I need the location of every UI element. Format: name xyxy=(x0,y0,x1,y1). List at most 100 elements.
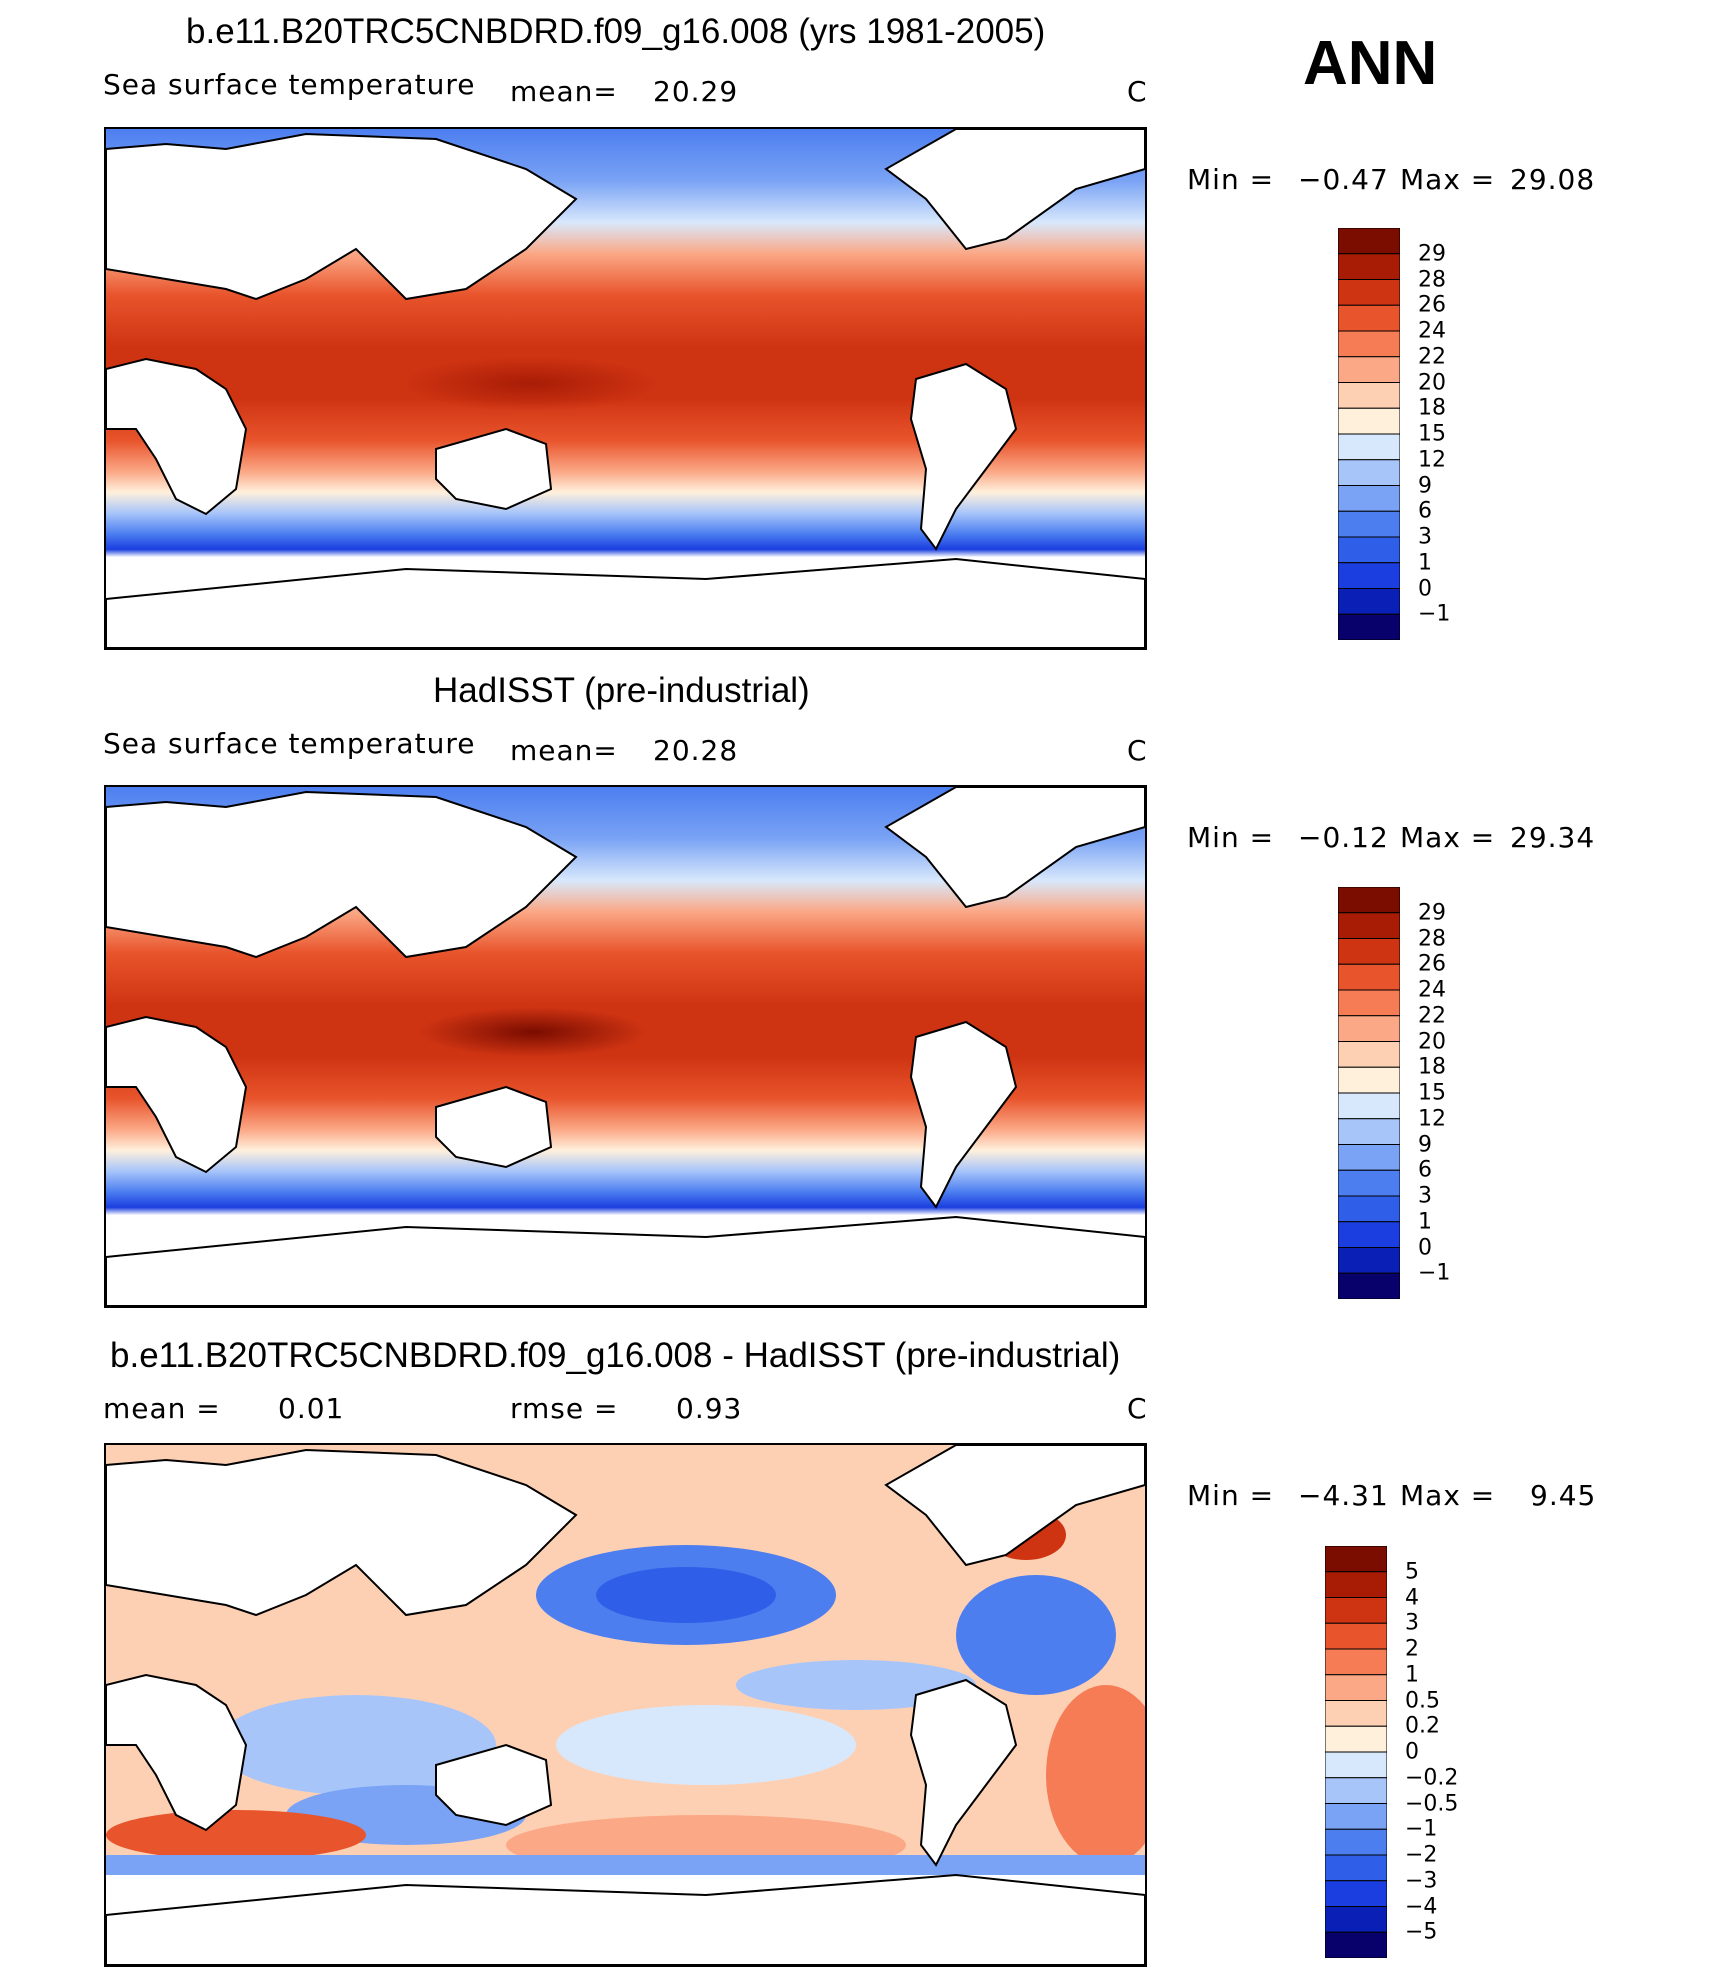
panel-3-rmse-label: rmse = xyxy=(510,1392,619,1425)
colorbar-tick-label: −1 xyxy=(1418,1260,1451,1286)
panel-1-title: b.e11.B20TRC5CNBDRD.f09_g16.008 (yrs 198… xyxy=(186,12,1046,51)
colorbar-swatch xyxy=(1324,1906,1388,1933)
colorbar-swatch xyxy=(1324,1571,1388,1598)
colorbar-swatch xyxy=(1337,1118,1401,1145)
colorbar-tick-label: 4 xyxy=(1405,1585,1419,1610)
colorbar-swatch xyxy=(1337,1092,1401,1120)
panel-1-warm-pool xyxy=(296,334,816,444)
colorbar-tick-label: 1 xyxy=(1418,550,1432,576)
colorbar-swatch xyxy=(1337,613,1401,641)
colorbar-swatch xyxy=(1337,963,1401,991)
panel-2-mean-value: 20.28 xyxy=(653,734,739,767)
colorbar-tick-label: −0.5 xyxy=(1405,1791,1459,1816)
colorbar-tick-label: 28 xyxy=(1418,926,1446,951)
colorbar-tick-label: 6 xyxy=(1418,1157,1432,1183)
colorbar-swatch xyxy=(1337,1247,1401,1274)
colorbar-swatch xyxy=(1337,356,1401,383)
panel-3-max-label: Max = xyxy=(1400,1479,1496,1512)
panel-2-title: HadISST (pre-industrial) xyxy=(433,671,810,710)
colorbar-swatch xyxy=(1337,253,1401,280)
panel-3-map-svg xyxy=(106,1445,1145,1965)
colorbar-tick-label: −1 xyxy=(1405,1816,1438,1842)
colorbar-swatch xyxy=(1337,304,1401,332)
colorbar-tick-label: 9 xyxy=(1418,1132,1432,1157)
colorbar-tick-label: 24 xyxy=(1418,318,1446,344)
colorbar-swatch xyxy=(1337,485,1401,512)
panel-2-field-label: Sea surface temperature xyxy=(103,727,476,760)
colorbar-tick-label: 18 xyxy=(1418,395,1446,421)
panel-3-units: C xyxy=(1127,1392,1148,1425)
colorbar-tick-label: −0.2 xyxy=(1405,1765,1459,1791)
colorbar-tick-label: 1 xyxy=(1405,1662,1419,1688)
colorbar-svg xyxy=(1324,1545,1388,1959)
panel-2-map-svg xyxy=(106,787,1145,1306)
colorbar-swatch xyxy=(1337,330,1401,358)
panel-2-max-label: Max = xyxy=(1400,821,1496,854)
colorbar-tick-label: 29 xyxy=(1418,900,1446,926)
colorbar-swatch xyxy=(1337,1272,1401,1300)
colorbar-tick-label: 12 xyxy=(1418,1106,1446,1132)
colorbar-swatch xyxy=(1337,1015,1401,1042)
colorbar-tick-label: 0.2 xyxy=(1405,1713,1440,1739)
colorbar-swatch xyxy=(1324,1648,1388,1676)
panel-2-min-value: −0.12 xyxy=(1298,821,1389,854)
colorbar-swatch xyxy=(1337,1169,1401,1197)
colorbar-swatch xyxy=(1324,1931,1388,1959)
colorbar-tick-label: −2 xyxy=(1405,1842,1438,1868)
colorbar-swatch xyxy=(1324,1854,1388,1882)
colorbar-swatch xyxy=(1337,536,1401,564)
colorbar-swatch xyxy=(1337,459,1401,486)
colorbar-swatch xyxy=(1337,227,1401,255)
panel-2-map xyxy=(104,785,1147,1308)
panel-3-colorbar xyxy=(1324,1545,1388,1959)
colorbar-swatch xyxy=(1337,1195,1401,1223)
colorbar-swatch xyxy=(1337,510,1401,538)
panel-2-max-value: 29.34 xyxy=(1510,821,1596,854)
panel-1-land xyxy=(106,129,1145,648)
colorbar-swatch xyxy=(1324,1725,1388,1753)
panel-2-units: C xyxy=(1127,734,1148,767)
colorbar-tick-label: 6 xyxy=(1418,498,1432,524)
colorbar-swatch xyxy=(1337,886,1401,914)
colorbar-swatch xyxy=(1337,1041,1401,1068)
colorbar-swatch xyxy=(1337,1144,1401,1171)
colorbar-swatch xyxy=(1337,938,1401,965)
colorbar-tick-label: 3 xyxy=(1418,1183,1432,1209)
panel-2-land xyxy=(106,787,1145,1306)
panel-3-anomalies xyxy=(106,1510,1145,1875)
colorbar-swatch xyxy=(1324,1777,1388,1804)
colorbar-swatch xyxy=(1324,1803,1388,1830)
panel-2-warm-pool xyxy=(326,987,786,1087)
panel-1-mean-value: 20.29 xyxy=(653,75,739,108)
panel-3-max-value: 9.45 xyxy=(1530,1479,1597,1512)
panel-3-min-label: Min = xyxy=(1187,1479,1275,1512)
colorbar-swatch xyxy=(1337,1221,1401,1248)
colorbar-swatch xyxy=(1337,912,1401,939)
panel-1-min-label: Min = xyxy=(1187,163,1275,196)
panel-2-min-label: Min = xyxy=(1187,821,1275,854)
colorbar-tick-label: 0.5 xyxy=(1405,1688,1440,1713)
colorbar-swatch xyxy=(1324,1700,1388,1727)
colorbar-tick-label: 9 xyxy=(1418,473,1432,498)
colorbar-tick-label: 12 xyxy=(1418,447,1446,473)
colorbar-swatch xyxy=(1337,279,1401,306)
colorbar-tick-label: 20 xyxy=(1418,1029,1446,1054)
panel-1-max-label: Max = xyxy=(1400,163,1496,196)
panel-3-title: b.e11.B20TRC5CNBDRD.f09_g16.008 - HadISS… xyxy=(110,1336,1121,1375)
colorbar-tick-label: −4 xyxy=(1405,1894,1438,1919)
colorbar-svg xyxy=(1337,886,1401,1300)
colorbar-swatch xyxy=(1324,1828,1388,1856)
panel-1-mean-label: mean= xyxy=(510,75,618,108)
colorbar-tick-label: 18 xyxy=(1418,1054,1446,1080)
colorbar-swatch xyxy=(1324,1545,1388,1573)
colorbar-tick-label: 0 xyxy=(1418,576,1432,601)
colorbar-tick-label: 29 xyxy=(1418,241,1446,267)
colorbar-tick-label: 20 xyxy=(1418,370,1446,395)
colorbar-swatch xyxy=(1324,1751,1388,1779)
colorbar-tick-label: 1 xyxy=(1418,1209,1432,1235)
panel-3-rmse-value: 0.93 xyxy=(676,1392,743,1425)
colorbar-tick-label: 26 xyxy=(1418,292,1446,318)
colorbar-svg xyxy=(1337,227,1401,641)
colorbar-swatch xyxy=(1337,562,1401,589)
colorbar-swatch xyxy=(1324,1597,1388,1624)
